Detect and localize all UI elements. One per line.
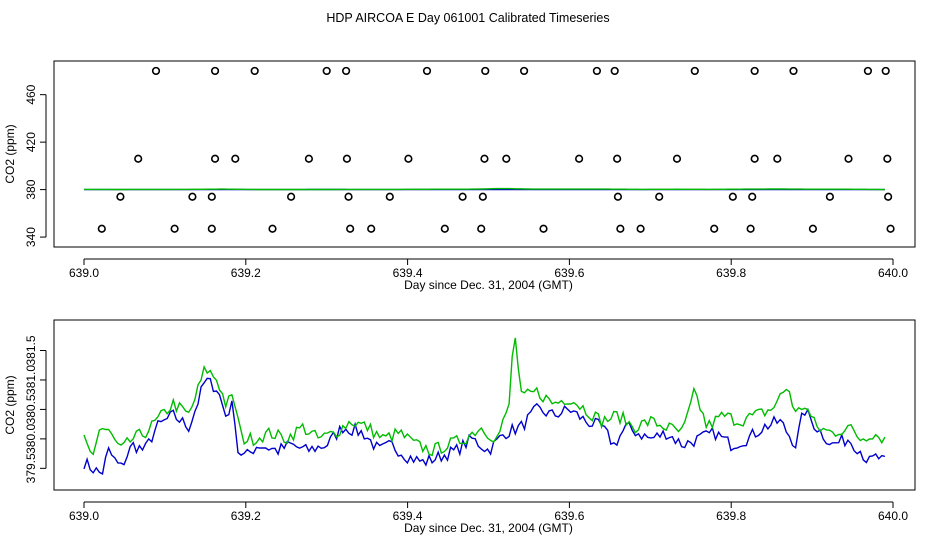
- data-point: [458, 192, 467, 201]
- data-point: [863, 66, 873, 76]
- x-tick-label: 639.2: [231, 509, 261, 523]
- data-point: [883, 154, 892, 163]
- data-point: [519, 66, 529, 76]
- data-point: [385, 192, 394, 201]
- y-tick-label: 380.0: [24, 424, 38, 454]
- x-axis-label: Day since Dec. 31, 2004 (GMT): [404, 278, 573, 292]
- data-point: [440, 224, 449, 233]
- data-point: [746, 224, 755, 233]
- data-point: [808, 224, 818, 233]
- data-point: [346, 224, 355, 233]
- data-point: [710, 224, 719, 233]
- panel-1: 639.0 639.2 639.4 639.6 639.8 640.0 Day since …: [3, 60, 916, 292]
- panel-2: 639.0 639.2 639.4 639.6 639.8 640.0 Day since …: [3, 319, 916, 535]
- data-point: [207, 224, 216, 233]
- data-point: [592, 66, 602, 76]
- data-point: [151, 66, 161, 76]
- data-point: [690, 66, 699, 76]
- y-tick-label: 380.5: [24, 394, 38, 424]
- data-point: [884, 192, 893, 201]
- data-point: [210, 66, 220, 76]
- x-tick-label: 639.4: [393, 266, 423, 280]
- y-axis-label: CO2 (ppm): [3, 375, 17, 434]
- x-tick-label: 639.0: [69, 266, 99, 280]
- x-tick-label: 639.8: [716, 509, 746, 523]
- x-axis-label: Day since Dec. 31, 2004 (GMT): [404, 521, 573, 535]
- chart-title: HDP AIRCOA E Day 061001 Calibrated Times…: [326, 11, 609, 25]
- data-point: [728, 192, 737, 201]
- data-point: [636, 224, 645, 233]
- data-point: [825, 192, 834, 201]
- data-point: [655, 192, 664, 201]
- data-point: [886, 224, 895, 233]
- y-tick-label: 381.0: [24, 365, 38, 395]
- data-point: [342, 154, 352, 163]
- blue-series-line: [83, 377, 886, 475]
- x-tick-label: 639.6: [554, 266, 584, 280]
- y-tick-label: 460: [24, 84, 38, 104]
- plot-frame: [53, 319, 916, 491]
- data-point: [342, 66, 351, 76]
- data-point: [481, 66, 490, 76]
- y-tick-label: 340: [24, 227, 38, 247]
- data-point: [613, 154, 622, 163]
- data-point: [502, 154, 511, 163]
- data-point: [750, 154, 759, 163]
- data-point: [539, 224, 548, 233]
- data-point: [322, 66, 331, 76]
- data-point: [210, 154, 220, 163]
- data-point: [207, 192, 216, 201]
- data-point: [116, 192, 125, 201]
- x-tick-label: 639.4: [393, 509, 423, 523]
- y-tick-label: 420: [24, 132, 38, 152]
- data-point: [268, 224, 277, 233]
- data-point: [672, 154, 682, 163]
- data-point: [844, 154, 853, 163]
- y-tick-label: 380: [24, 179, 38, 199]
- x-tick-label: 640.0: [878, 266, 908, 280]
- x-tick-label: 639.8: [716, 266, 746, 280]
- data-point: [477, 224, 486, 233]
- data-point: [748, 192, 757, 201]
- green-series-line: [84, 187, 885, 191]
- data-point: [231, 154, 240, 163]
- data-point: [404, 154, 413, 163]
- data-point: [344, 192, 353, 201]
- data-point: [170, 224, 179, 233]
- data-point: [881, 66, 890, 76]
- x-tick-label: 639.6: [554, 509, 584, 523]
- data-point: [480, 154, 489, 163]
- x-tick-label: 640.0: [878, 509, 908, 523]
- green-series-line: [83, 337, 886, 457]
- data-point: [367, 224, 376, 233]
- data-point: [773, 154, 782, 163]
- data-point: [188, 192, 197, 201]
- data-point: [478, 192, 487, 201]
- data-point: [610, 66, 619, 76]
- x-tick-label: 639.0: [69, 509, 99, 523]
- data-point: [97, 224, 106, 233]
- y-tick-label: 379.5: [24, 453, 38, 483]
- data-point: [616, 224, 625, 233]
- data-point: [789, 66, 798, 76]
- data-point: [613, 192, 623, 201]
- data-point: [250, 66, 259, 76]
- data-point: [750, 66, 759, 76]
- plot-frame: [53, 60, 916, 248]
- data-point: [134, 154, 143, 163]
- y-tick-label: 381.5: [24, 335, 38, 365]
- x-tick-label: 639.2: [231, 266, 261, 280]
- data-point: [575, 154, 584, 163]
- data-point: [304, 154, 314, 163]
- data-point: [422, 66, 432, 76]
- data-point: [287, 192, 296, 201]
- y-axis-label: CO2 (ppm): [3, 124, 17, 183]
